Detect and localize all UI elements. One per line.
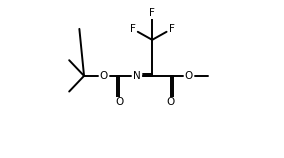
Text: F: F bbox=[130, 24, 135, 34]
Text: F: F bbox=[149, 8, 155, 18]
Text: F: F bbox=[169, 24, 175, 34]
Text: O: O bbox=[115, 97, 124, 107]
Text: N: N bbox=[133, 71, 141, 81]
Text: O: O bbox=[99, 71, 108, 81]
Text: O: O bbox=[185, 71, 193, 81]
Text: O: O bbox=[167, 97, 175, 107]
